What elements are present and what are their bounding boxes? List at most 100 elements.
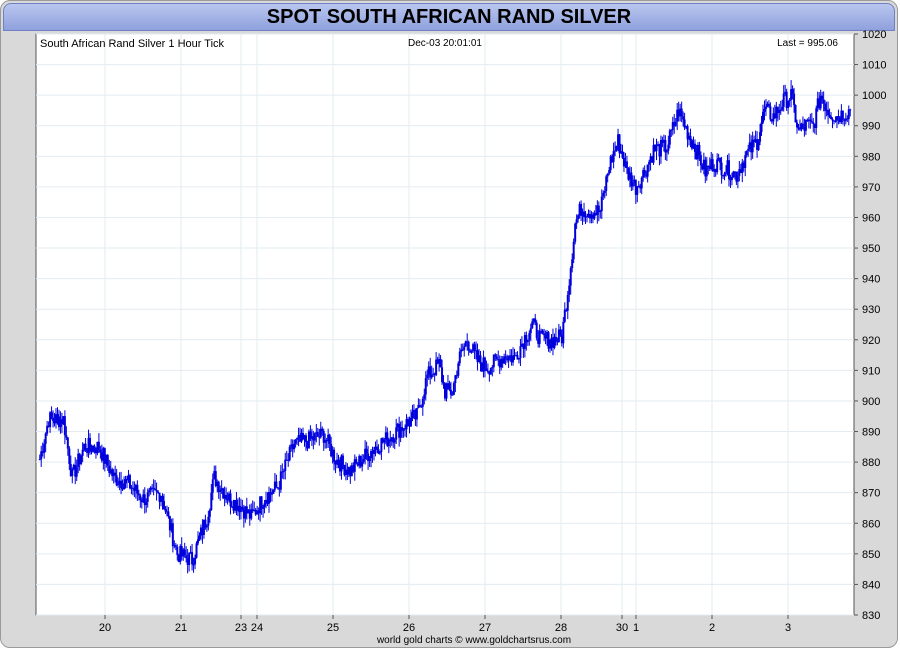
candle — [514, 351, 517, 357]
candle — [205, 524, 208, 532]
candle — [398, 416, 401, 447]
candle — [291, 439, 294, 458]
candle-body — [514, 355, 517, 357]
candle — [44, 432, 47, 453]
candle-body — [827, 109, 830, 116]
candle — [256, 505, 259, 515]
candle — [730, 172, 733, 186]
candle — [405, 414, 408, 438]
x-tick-label: 26 — [403, 622, 415, 634]
candle — [705, 157, 708, 181]
candle — [232, 499, 235, 514]
candle — [401, 420, 404, 438]
candle-body — [620, 151, 623, 154]
candle — [260, 495, 263, 515]
candle-body — [399, 427, 402, 438]
y-axis: 830 840 850 860 870 880 890 900 910 920 930 940 950 9… — [854, 29, 886, 622]
candle-body — [384, 432, 387, 440]
candle-body — [49, 412, 52, 428]
candle-body — [56, 414, 59, 417]
candle-body — [441, 367, 444, 383]
candle-body — [288, 446, 291, 461]
candle-body — [272, 489, 275, 494]
candle — [189, 545, 192, 554]
candle — [727, 153, 730, 187]
candle-body — [611, 156, 614, 162]
candle — [689, 128, 692, 148]
candle — [105, 454, 108, 468]
candle — [309, 425, 312, 442]
candle-body — [500, 358, 503, 368]
candle-body — [338, 464, 341, 472]
candle-body — [55, 414, 58, 424]
candle-body — [815, 108, 818, 129]
candle — [439, 355, 442, 368]
candle — [404, 424, 407, 437]
candle-body — [461, 349, 464, 351]
candle-body — [315, 432, 318, 434]
candle — [588, 209, 591, 224]
candle-body — [517, 358, 520, 360]
candle-body — [550, 337, 553, 344]
candle-body — [787, 100, 790, 108]
candle-body — [683, 119, 686, 128]
candle-body — [584, 216, 587, 218]
candle-body — [467, 341, 470, 351]
candle — [393, 437, 396, 450]
candle — [748, 133, 751, 152]
candle-body — [228, 493, 231, 501]
candle-body — [325, 440, 328, 442]
candle-body — [617, 134, 620, 146]
candle — [658, 143, 661, 166]
candle — [124, 475, 127, 489]
candle-series — [38, 80, 852, 574]
candle — [504, 350, 507, 366]
candle — [442, 375, 445, 389]
candle-body — [553, 336, 556, 348]
candle-body — [822, 99, 825, 104]
candle — [523, 331, 526, 358]
candle — [392, 433, 395, 448]
candle — [225, 487, 228, 503]
candle-body — [130, 487, 133, 489]
candle-body — [801, 123, 804, 128]
candle — [591, 212, 594, 224]
candle — [784, 84, 787, 97]
candle-body — [480, 364, 483, 372]
candle-body — [250, 509, 253, 519]
candle-body — [120, 480, 123, 488]
candle — [485, 360, 488, 372]
candle — [344, 462, 347, 481]
candle-body — [128, 475, 131, 489]
candle — [832, 120, 835, 125]
candle — [229, 489, 232, 515]
candle-body — [535, 322, 538, 339]
candle-body — [674, 121, 677, 126]
candle-body — [173, 545, 176, 547]
candle-body — [807, 119, 810, 122]
candle — [133, 481, 136, 498]
candle-body — [841, 110, 844, 120]
candle — [803, 118, 806, 137]
candle-body — [507, 355, 510, 361]
candle — [578, 201, 581, 219]
candle-body — [195, 543, 198, 558]
candle — [146, 488, 149, 508]
y-tick-label: 840 — [862, 579, 880, 591]
candle — [667, 135, 670, 155]
candle-body — [782, 93, 785, 107]
candle — [216, 479, 219, 493]
candle — [276, 487, 279, 490]
candle-body — [804, 120, 807, 131]
candle-body — [596, 205, 599, 215]
candle — [208, 508, 211, 523]
candle — [69, 455, 72, 477]
candle — [86, 447, 89, 457]
candle — [824, 100, 827, 120]
candle-body — [531, 321, 534, 329]
candle — [488, 370, 491, 382]
candle-body — [781, 106, 784, 111]
candle — [162, 493, 165, 510]
candle-body — [170, 523, 173, 531]
candle — [664, 135, 667, 161]
